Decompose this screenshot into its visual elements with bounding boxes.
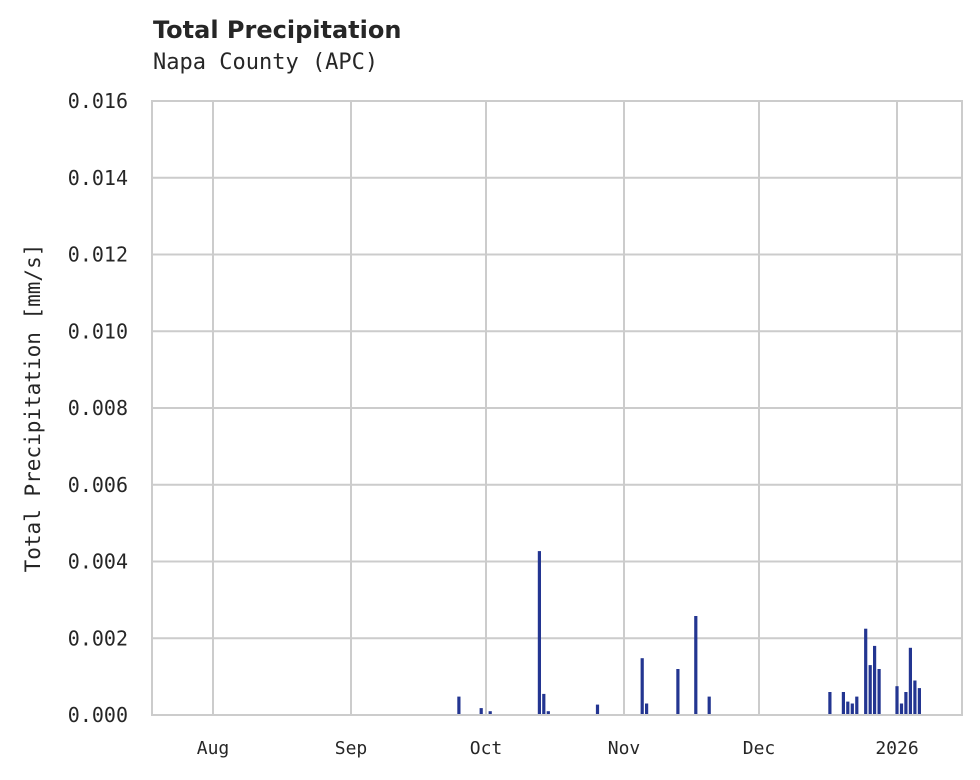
precipitation-series	[457, 551, 921, 715]
y-tick-label: 0.012	[68, 243, 128, 267]
y-tick-label: 0.010	[68, 319, 128, 343]
precipitation-bar	[707, 696, 711, 715]
precipitation-bar	[479, 708, 483, 715]
precipitation-bar	[676, 669, 680, 715]
y-tick-label: 0.014	[68, 166, 128, 190]
x-tick-label: Oct	[470, 738, 503, 759]
chart-subtitle: Napa County (APC)	[153, 50, 379, 75]
precipitation-bar	[645, 703, 649, 715]
precipitation-bar	[457, 696, 461, 715]
y-tick-label: 0.006	[68, 473, 128, 497]
precipitation-bar	[873, 645, 877, 715]
precipitation-bar	[904, 692, 908, 715]
precipitation-bar	[864, 628, 868, 715]
precipitation-bar	[917, 688, 921, 715]
precipitation-bar	[488, 711, 492, 715]
y-tick-label: 0.008	[68, 396, 128, 420]
precipitation-bar	[846, 701, 850, 715]
x-tick-label: Aug	[197, 738, 230, 759]
x-tick-label: Dec	[743, 738, 776, 759]
precipitation-bar	[877, 669, 881, 715]
precipitation-bar	[640, 658, 644, 715]
precipitation-bar	[694, 616, 698, 715]
precipitation-bar	[913, 680, 917, 715]
precipitation-bar	[542, 693, 546, 715]
precipitation-bar	[546, 711, 550, 715]
y-axis-ticks: 0.000 0.002 0.004 0.006 0.008 0.010 0.012 0.014…	[68, 89, 128, 727]
precipitation-bar	[868, 665, 872, 715]
precipitation-bar	[537, 551, 541, 715]
chart-title: Total Precipitation	[153, 16, 402, 44]
precipitation-bar	[595, 704, 600, 715]
plot-frame	[151, 100, 963, 716]
precipitation-bar	[899, 703, 904, 715]
precipitation-bar	[908, 647, 912, 715]
x-tick-label: 2026	[875, 738, 918, 759]
y-tick-label: 0.004	[68, 550, 128, 574]
precipitation-bar	[841, 692, 845, 715]
y-tick-label: 0.016	[68, 89, 128, 113]
precipitation-bar	[855, 696, 859, 715]
x-tick-label: Sep	[335, 738, 368, 759]
y-tick-label: 0.000	[68, 703, 128, 727]
precipitation-bar	[850, 703, 854, 715]
precipitation-bar	[828, 692, 832, 715]
y-tick-label: 0.002	[68, 626, 128, 650]
precipitation-bar	[895, 686, 899, 715]
grid-lines	[152, 100, 962, 716]
x-tick-label: Nov	[608, 738, 641, 759]
x-axis-ticks: Aug Sep Oct Nov Dec 2026	[197, 738, 919, 759]
